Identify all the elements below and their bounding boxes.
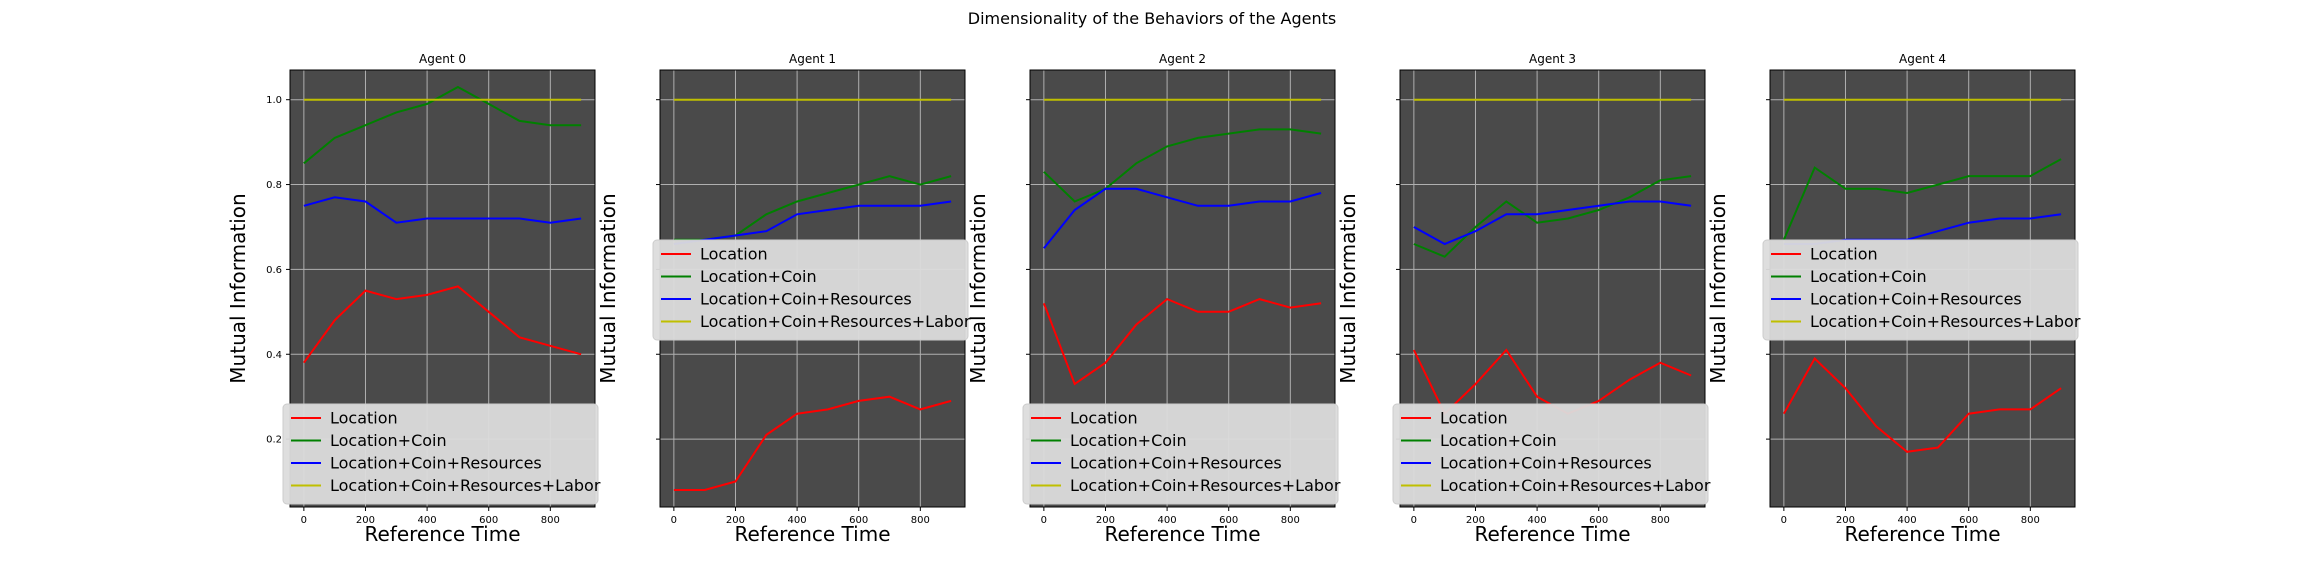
legend-label: Location+Coin+Resources+Labor [1070, 476, 1341, 495]
legend: Location Location+Coin Location+Coin+Resou… [1392, 403, 1711, 505]
x-tick-label: 800 [541, 515, 560, 526]
x-tick-label: 400 [1528, 515, 1547, 526]
axes-frame [289, 69, 596, 508]
x-tick-label: 0 [301, 515, 307, 526]
legend-box [1022, 403, 1339, 505]
y-axis-label: Mutual Information [226, 193, 250, 383]
x-tick-label: 200 [356, 515, 375, 526]
x-tick-label: 200 [1096, 515, 1115, 526]
legend-label: Location+Coin+Resources+Labor [1440, 476, 1711, 495]
x-tick-label: 400 [788, 515, 807, 526]
series-line [303, 196, 582, 224]
x-axis-label: Reference Time [1474, 522, 1630, 546]
series-line [1043, 128, 1322, 203]
series-line [1783, 356, 2062, 453]
series-line [1413, 200, 1692, 246]
subplot-agent-3: 0 200 400 600 800 Agent 3 Reference Time Mutual… [1336, 52, 1711, 546]
series-line [303, 285, 582, 364]
legend-label: Location [330, 409, 398, 428]
legend-label: Location+Coin+Resources+Labor [700, 312, 971, 331]
y-tick-label: 0.8 [266, 180, 282, 191]
subplot-title: Agent 0 [419, 52, 466, 66]
legend: Location Location+Coin Location+Coin+Resou… [282, 403, 601, 505]
legend-label: Location+Coin+Resources [1440, 454, 1652, 473]
legend: Location Location+Coin Location+Coin+Resou… [652, 239, 971, 341]
figure-title: Dimensionality of the Behaviors of the A… [968, 9, 1336, 28]
legend-label: Location+Coin [1440, 431, 1557, 450]
x-axis-label: Reference Time [1844, 522, 2000, 546]
legend-box [1392, 403, 1709, 505]
y-axis-label: Mutual Information [596, 193, 620, 383]
subplot-agent-0: 0 200 400 600 800 0.2 0.4 0.6 0.8 1.0 Agent 0 Refer… [226, 52, 601, 546]
legend: Location Location+Coin Location+Coin+Resou… [1762, 239, 2081, 341]
legend-label: Location [1440, 409, 1508, 428]
series-line [1782, 158, 2062, 241]
legend-box [652, 239, 969, 341]
y-tick-label: 0.2 [266, 435, 282, 446]
legend-box [282, 403, 599, 505]
x-tick-label: 600 [479, 515, 498, 526]
subplot-title: Agent 2 [1159, 52, 1206, 66]
x-tick-label: 800 [1651, 515, 1670, 526]
x-axis-label: Reference Time [364, 522, 520, 546]
x-tick-label: 200 [1836, 515, 1855, 526]
legend-label: Location [1070, 409, 1138, 428]
y-axis-label: Mutual Information [966, 193, 990, 383]
legend-box [1762, 239, 2079, 341]
legend: Location Location+Coin Location+Coin+Resou… [1022, 403, 1341, 505]
legend-label: Location+Coin [1810, 267, 1927, 286]
subplot-agent-2: 0 200 400 600 800 Agent 2 Reference Time Mutual… [966, 52, 1341, 546]
x-tick-label: 800 [911, 515, 930, 526]
legend-label: Location+Coin+Resources [1810, 290, 2022, 309]
x-axis-label: Reference Time [734, 522, 890, 546]
subplot-agent-4: 0 200 400 600 800 Agent 4 Reference Time Mutual… [1706, 52, 2081, 546]
x-tick-label: 400 [1158, 515, 1177, 526]
series-line [673, 395, 952, 491]
legend-label: Location+Coin [330, 431, 447, 450]
legend-label: Location+Coin+Resources [330, 454, 542, 473]
y-tick-label: 0.4 [266, 350, 282, 361]
y-tick-label: 1.0 [266, 95, 282, 106]
subplot-agent-1: 0 200 400 600 800 Agent 1 Reference Time Mutual… [596, 52, 971, 546]
y-axis-label: Mutual Information [1706, 193, 1730, 383]
x-tick-label: 0 [1411, 515, 1417, 526]
legend-label: Location+Coin [700, 267, 817, 286]
legend-label: Location+Coin+Resources+Labor [1810, 312, 2081, 331]
x-tick-label: 200 [1466, 515, 1485, 526]
series-line [303, 85, 582, 165]
subplot-title: Agent 4 [1899, 52, 1946, 66]
x-tick-label: 0 [1041, 515, 1047, 526]
legend-label: Location [700, 245, 768, 264]
series-line [1042, 297, 1322, 386]
legend-label: Location+Coin [1070, 431, 1187, 450]
series-line [673, 200, 952, 245]
legend-label: Location+Coin+Resources [1070, 454, 1282, 473]
x-tick-label: 600 [1219, 515, 1238, 526]
series-line [1413, 175, 1692, 258]
x-tick-label: 800 [1281, 515, 1300, 526]
x-tick-label: 600 [1589, 515, 1608, 526]
x-axis-label: Reference Time [1104, 522, 1260, 546]
x-tick-label: 400 [418, 515, 437, 526]
x-tick-label: 600 [849, 515, 868, 526]
axes-frame [1029, 69, 1336, 508]
x-tick-label: 800 [2021, 515, 2040, 526]
x-tick-label: 400 [1898, 515, 1917, 526]
x-tick-label: 0 [1781, 515, 1787, 526]
x-tick-label: 0 [671, 515, 677, 526]
legend-label: Location+Coin+Resources [700, 290, 912, 309]
x-tick-label: 200 [726, 515, 745, 526]
axes-frame [1399, 69, 1706, 508]
series-line [1043, 187, 1322, 249]
legend-label: Location [1810, 245, 1878, 264]
x-tick-label: 600 [1959, 515, 1978, 526]
y-axis-label: Mutual Information [1336, 193, 1360, 383]
subplot-title: Agent 3 [1529, 52, 1576, 66]
legend-label: Location+Coin+Resources+Labor [330, 476, 601, 495]
y-tick-label: 0.6 [266, 265, 282, 276]
subplot-title: Agent 1 [789, 52, 836, 66]
